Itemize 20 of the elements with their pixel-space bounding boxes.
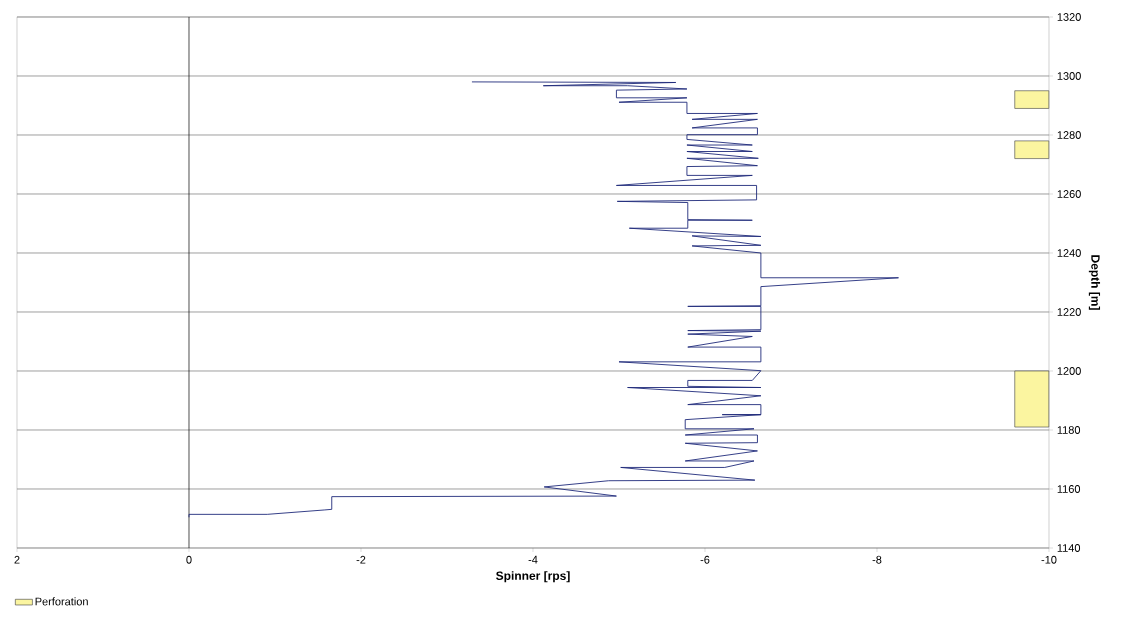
x-tick-label: -4: [528, 555, 538, 564]
y-axis-title: Depth [m]: [1088, 255, 1101, 310]
x-tick-label: 0: [186, 555, 192, 564]
y-tick-label: 1180: [1057, 426, 1081, 434]
y-tick-label: 1280: [1057, 131, 1081, 139]
x-axis-title: Spinner [rps]: [496, 571, 570, 583]
y-tick-label: 1300: [1057, 72, 1081, 80]
x-tick-label: -6: [700, 555, 710, 564]
x-tick-label: -10: [1041, 555, 1057, 564]
y-tick-label: 1160: [1057, 485, 1081, 493]
legend-label: Perforation: [35, 597, 88, 606]
y-tick-label: 1320: [1057, 13, 1081, 21]
x-tick-label: -2: [356, 555, 366, 564]
x-tick-label: -8: [872, 555, 882, 564]
y-tick-label: 1260: [1057, 190, 1081, 198]
y-tick-label: 1240: [1057, 249, 1081, 257]
y-tick-label: 1220: [1057, 308, 1081, 316]
y-tick-label: 1140: [1057, 544, 1081, 552]
y-tick-label: 1200: [1057, 367, 1081, 375]
x-tick-label: 2: [14, 555, 20, 564]
